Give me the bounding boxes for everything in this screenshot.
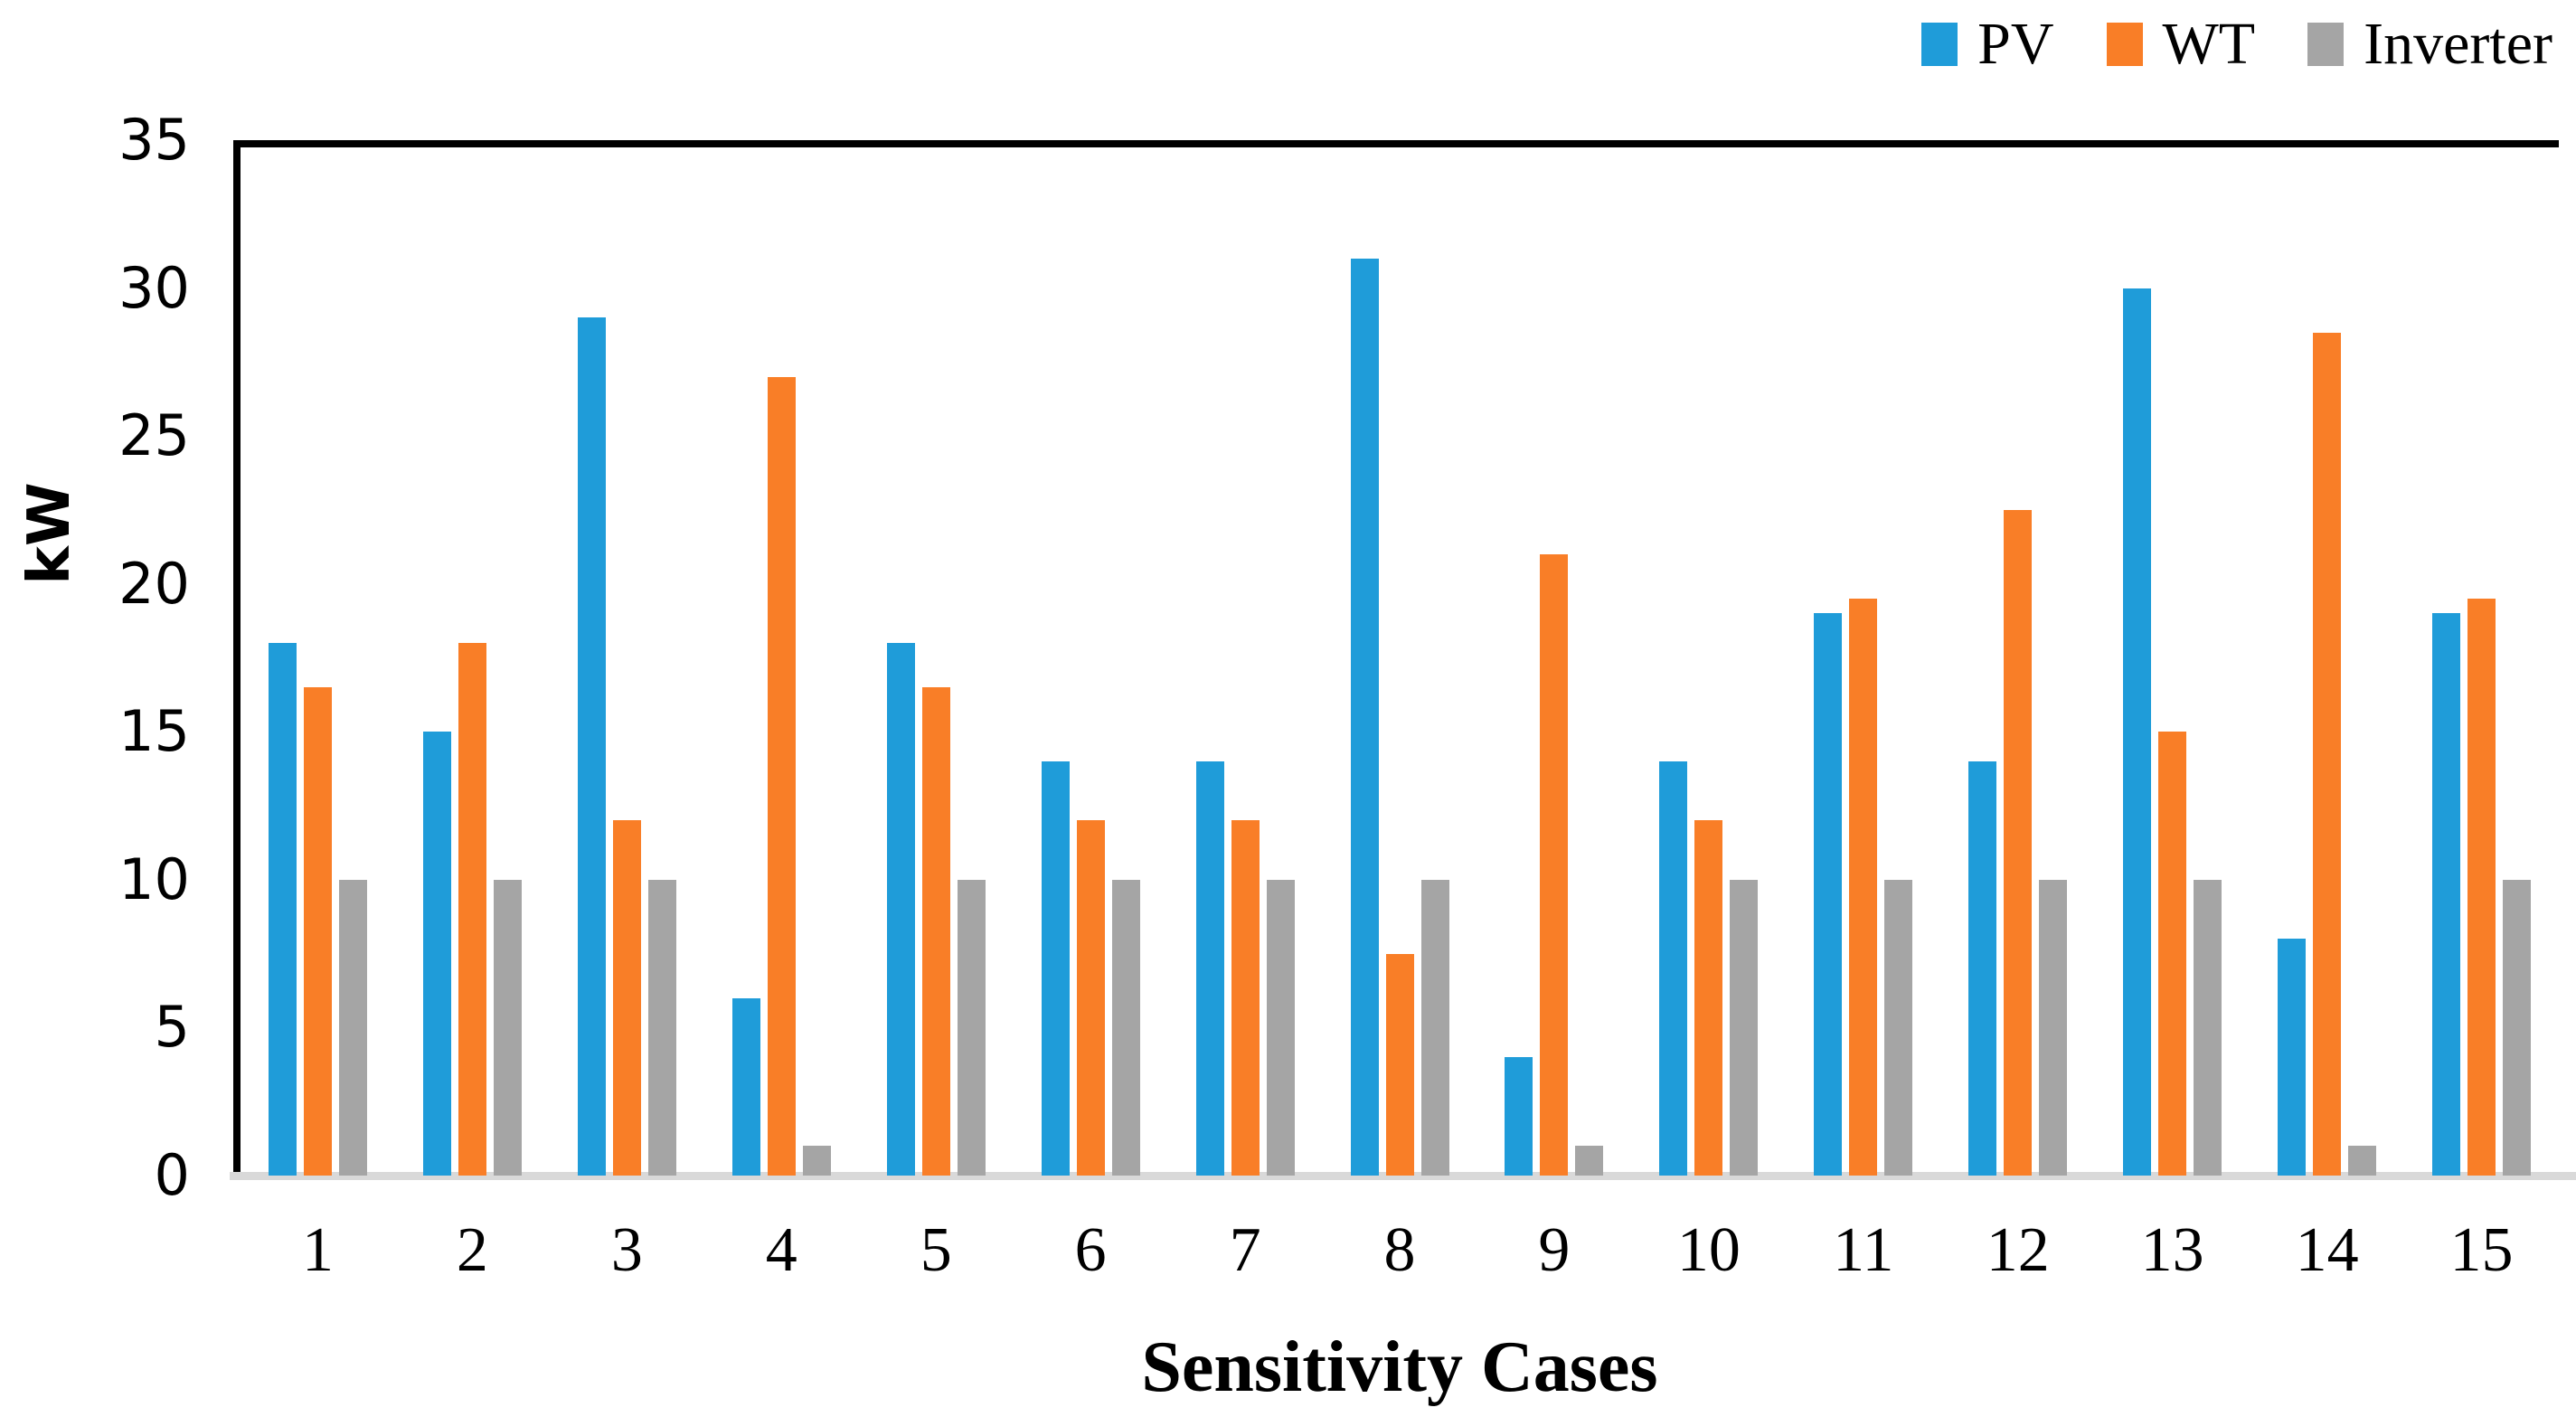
x-axis-labels: 1 2 3 4 5 6 7 8 9 10 11 12 13 14 15 bbox=[241, 1219, 2559, 1318]
bar-inverter-case-14 bbox=[2348, 1146, 2377, 1176]
y-tick-label-10: 10 bbox=[118, 845, 190, 912]
bar-inverter-case-1 bbox=[338, 879, 367, 1176]
legend-label-wt: WT bbox=[2162, 11, 2256, 77]
legend-swatch-inverter bbox=[2307, 23, 2345, 66]
bar-wt-case-6 bbox=[1076, 820, 1105, 1176]
bar-wt-case-12 bbox=[2004, 509, 2033, 1176]
bar-pv-case-10 bbox=[1659, 761, 1688, 1176]
x-tick-label-13: 13 bbox=[2140, 1215, 2204, 1285]
y-tick-label-20: 20 bbox=[118, 550, 190, 617]
legend-swatch-pv bbox=[1921, 23, 1958, 66]
bar-inverter-case-7 bbox=[1266, 879, 1295, 1176]
legend-swatch-wt bbox=[2106, 23, 2143, 66]
legend-item-pv: PV bbox=[1921, 11, 2054, 77]
y-tick-label-15: 15 bbox=[118, 698, 190, 765]
x-tick-label-11: 11 bbox=[1833, 1215, 1894, 1285]
bar-inverter-case-12 bbox=[2039, 879, 2068, 1176]
y-tick-label-30: 30 bbox=[118, 254, 190, 321]
bar-inverter-case-9 bbox=[1575, 1146, 1604, 1176]
bar-pv-case-1 bbox=[268, 643, 297, 1176]
bar-wt-case-15 bbox=[2467, 599, 2496, 1176]
y-tick-label-5: 5 bbox=[154, 994, 190, 1061]
x-axis-title: Sensitivity Cases bbox=[1141, 1327, 1658, 1407]
bar-pv-case-8 bbox=[1350, 258, 1379, 1176]
bar-inverter-case-15 bbox=[2503, 879, 2532, 1176]
legend: PV WT Inverter bbox=[1921, 14, 2552, 74]
bar-inverter-case-5 bbox=[957, 879, 986, 1176]
bar-pv-case-12 bbox=[1968, 761, 1997, 1176]
bar-pv-case-13 bbox=[2123, 288, 2152, 1176]
bar-wt-case-3 bbox=[612, 820, 641, 1176]
bar-wt-case-13 bbox=[2158, 732, 2187, 1176]
plot-area bbox=[241, 140, 2559, 1176]
bar-wt-case-14 bbox=[2313, 332, 2342, 1176]
bar-inverter-case-4 bbox=[802, 1146, 831, 1176]
x-tick-label-9: 9 bbox=[1538, 1215, 1571, 1285]
x-tick-label-15: 15 bbox=[2449, 1215, 2514, 1285]
x-tick-label-12: 12 bbox=[1986, 1215, 2050, 1285]
bar-inverter-case-11 bbox=[1884, 879, 1913, 1176]
legend-item-inverter: Inverter bbox=[2307, 14, 2552, 74]
bar-wt-case-10 bbox=[1694, 820, 1723, 1176]
bar-pv-case-4 bbox=[731, 997, 760, 1176]
plot-top-border bbox=[233, 140, 2559, 147]
bar-pv-case-9 bbox=[1505, 1057, 1533, 1176]
bar-pv-case-5 bbox=[886, 643, 915, 1176]
x-tick-label-8: 8 bbox=[1383, 1215, 1416, 1285]
bar-pv-case-3 bbox=[577, 317, 606, 1176]
x-tick-label-10: 10 bbox=[1676, 1215, 1741, 1285]
bar-inverter-case-2 bbox=[493, 879, 522, 1176]
bar-wt-case-11 bbox=[1849, 599, 1878, 1176]
bar-wt-case-9 bbox=[1540, 554, 1569, 1176]
y-tick-label-25: 25 bbox=[118, 402, 190, 469]
bar-inverter-case-3 bbox=[647, 879, 676, 1176]
bar-pv-case-7 bbox=[1195, 761, 1224, 1176]
bar-wt-case-4 bbox=[767, 376, 796, 1176]
bar-wt-case-7 bbox=[1231, 820, 1260, 1176]
bar-pv-case-15 bbox=[2432, 613, 2461, 1176]
bar-pv-case-6 bbox=[1041, 761, 1070, 1176]
x-tick-label-4: 4 bbox=[765, 1215, 797, 1285]
bar-pv-case-14 bbox=[2278, 939, 2307, 1176]
bar-inverter-case-8 bbox=[1420, 879, 1449, 1176]
x-tick-label-7: 7 bbox=[1229, 1215, 1261, 1285]
x-tick-label-3: 3 bbox=[610, 1215, 643, 1285]
bar-inverter-case-6 bbox=[1111, 879, 1140, 1176]
y-axis-labels: 0 5 10 15 20 25 30 35 bbox=[0, 0, 190, 1417]
x-tick-label-5: 5 bbox=[920, 1215, 952, 1285]
bar-inverter-case-13 bbox=[2194, 879, 2222, 1176]
y-tick-label-35: 35 bbox=[118, 107, 190, 173]
bar-pv-case-2 bbox=[422, 732, 451, 1176]
legend-label-pv: PV bbox=[1977, 11, 2054, 77]
y-tick-label-0: 0 bbox=[154, 1142, 190, 1208]
bar-inverter-case-10 bbox=[1730, 879, 1759, 1176]
bar-pv-case-11 bbox=[1814, 613, 1843, 1176]
y-axis-line bbox=[233, 140, 241, 1176]
x-axis-baseline bbox=[230, 1172, 2576, 1180]
x-tick-label-6: 6 bbox=[1074, 1215, 1107, 1285]
x-tick-label-1: 1 bbox=[301, 1215, 334, 1285]
bar-wt-case-5 bbox=[921, 687, 950, 1176]
x-tick-label-2: 2 bbox=[456, 1215, 488, 1285]
bar-wt-case-8 bbox=[1385, 953, 1414, 1176]
bar-wt-case-1 bbox=[303, 687, 332, 1176]
bar-wt-case-2 bbox=[458, 643, 486, 1176]
legend-label-inverter: Inverter bbox=[2364, 11, 2552, 77]
legend-item-wt: WT bbox=[2106, 11, 2256, 77]
x-tick-label-14: 14 bbox=[2295, 1215, 2359, 1285]
